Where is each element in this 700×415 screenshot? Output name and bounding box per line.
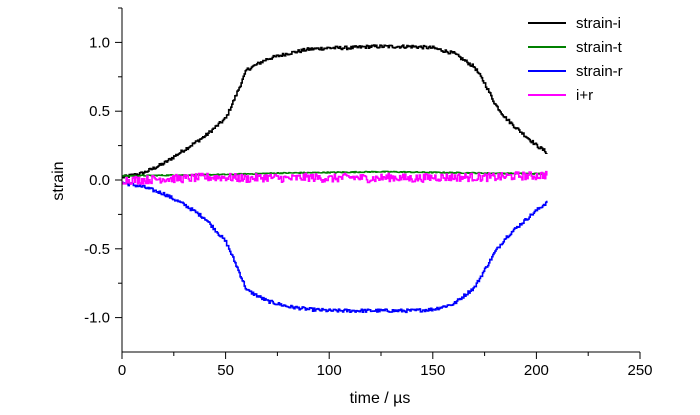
legend-label: strain-t <box>576 39 623 56</box>
legend-item-strain-r: strain-r <box>528 63 623 80</box>
y-tick-label: 1.0 <box>89 34 110 51</box>
tick-labels: 0 50 100 150 200 250 -1.0 -0.5 0.0 0.5 1.0 <box>84 34 652 379</box>
legend-item-strain-t: strain-t <box>528 39 623 56</box>
y-tick-label: 0.0 <box>89 172 110 189</box>
plot-lines <box>122 44 548 314</box>
y-axis-title: strain <box>50 161 67 200</box>
y-tick-label: -1.0 <box>84 310 110 327</box>
series-line-strain-r <box>122 181 548 314</box>
x-tick-label: 200 <box>524 362 549 379</box>
x-tick-label: 100 <box>317 362 342 379</box>
legend-label: strain-i <box>576 15 621 32</box>
x-tick-label: 150 <box>420 362 445 379</box>
y-tick-label: -0.5 <box>84 241 110 258</box>
y-tick-label: 0.5 <box>89 103 110 120</box>
x-tick-label: 50 <box>217 362 234 379</box>
axes <box>115 7 641 359</box>
x-tick-label: 0 <box>118 362 126 379</box>
legend-label: i+r <box>576 87 593 104</box>
series-line-strain-i <box>122 44 548 179</box>
legend-label: strain-r <box>576 63 623 80</box>
legend: strain-i strain-t strain-r i+r <box>528 15 623 104</box>
x-tick-label: 250 <box>627 362 652 379</box>
x-axis-title: time / µs <box>350 390 411 407</box>
series-line-i+r <box>122 170 548 185</box>
legend-item-strain-i: strain-i <box>528 15 621 32</box>
legend-item-i+r: i+r <box>528 87 593 104</box>
